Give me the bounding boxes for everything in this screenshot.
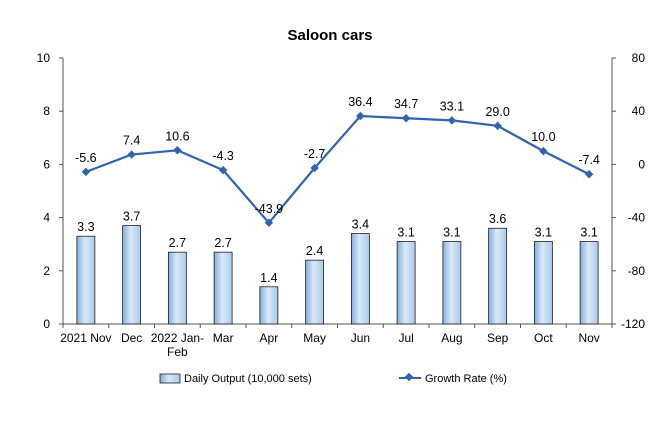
bar-data-label: 3.1 bbox=[397, 226, 414, 240]
line-point-marker bbox=[493, 121, 502, 131]
line-data-labels: -5.6 7.4 10.6 -4.3 -43.9 -2.7 36.4 34.7 33.1 29.0… bbox=[75, 95, 600, 216]
y-right-tick-label: 80 bbox=[632, 51, 646, 65]
x-tick-labels: 2021 Nov Dec 2022 Jan-Feb Mar Apr May Jun Jul Au… bbox=[60, 331, 600, 359]
bar-data-label: 3.1 bbox=[535, 226, 552, 240]
x-tick-label: Nov bbox=[578, 331, 599, 345]
y-left-tick-label: 0 bbox=[43, 317, 50, 331]
bar bbox=[442, 241, 462, 325]
bar-data-labels: 3.3 3.7 2.7 2.7 1.4 2.4 3.4 3.1 3.1 3.6 3.1 3.1 bbox=[77, 210, 598, 285]
y-right-tick-label: -80 bbox=[628, 264, 646, 278]
bar-data-label: 3.6 bbox=[489, 212, 506, 226]
y-left-tick-label: 4 bbox=[43, 211, 50, 225]
line-point-marker bbox=[356, 111, 365, 121]
line-data-label: -5.6 bbox=[75, 151, 97, 165]
x-tick-label: Jul bbox=[398, 331, 413, 345]
y-right-tick-label: 40 bbox=[632, 104, 646, 118]
bar bbox=[259, 286, 279, 325]
bar-data-label: 3.3 bbox=[77, 220, 94, 234]
bar bbox=[305, 259, 325, 325]
y-left-tick-label: 8 bbox=[43, 104, 50, 118]
line-data-label: -43.9 bbox=[255, 202, 284, 216]
line-point-marker bbox=[127, 150, 136, 159]
bar bbox=[167, 251, 187, 325]
line-data-label: 29.0 bbox=[485, 105, 509, 119]
y-right-tick-label: -40 bbox=[628, 211, 646, 225]
bar-data-label: 3.1 bbox=[580, 226, 597, 240]
bar bbox=[122, 225, 142, 325]
line-data-label: 10.0 bbox=[531, 130, 555, 144]
line-point-marker bbox=[310, 163, 319, 173]
legend-bar-swatch bbox=[159, 373, 181, 384]
bar-data-label: 2.4 bbox=[306, 244, 323, 258]
line-point-marker bbox=[218, 165, 228, 175]
line-data-label: 10.6 bbox=[165, 129, 189, 143]
x-tick-label: 2022 Jan- bbox=[151, 331, 204, 345]
line-data-label: -2.7 bbox=[304, 147, 326, 161]
line-data-label: 36.4 bbox=[348, 95, 372, 109]
x-tick-label: May bbox=[303, 331, 326, 345]
x-tick-label: Sep bbox=[487, 331, 509, 345]
y-left-tick-label: 2 bbox=[43, 264, 50, 278]
bar bbox=[488, 227, 508, 325]
x-tick-label: Oct bbox=[534, 331, 553, 345]
chart-title: Saloon cars bbox=[287, 27, 372, 44]
bar bbox=[533, 241, 553, 325]
bar-data-label: 3.7 bbox=[123, 210, 140, 224]
line-data-label: -7.4 bbox=[578, 153, 600, 167]
bar-data-label: 2.7 bbox=[169, 236, 186, 250]
line-point-marker bbox=[264, 218, 274, 228]
line-data-label: -4.3 bbox=[212, 149, 234, 163]
line-point-marker bbox=[447, 116, 457, 125]
line-point-marker bbox=[401, 114, 411, 123]
line-data-label: 33.1 bbox=[440, 99, 464, 113]
y-left-tick-label: 6 bbox=[43, 157, 50, 171]
legend-line-label: Growth Rate (%) bbox=[425, 373, 507, 385]
legend-bar-label: Daily Output (10,000 sets) bbox=[184, 373, 312, 385]
line-point-marker bbox=[539, 146, 548, 156]
bar bbox=[76, 235, 96, 325]
bar bbox=[213, 251, 233, 325]
bar bbox=[350, 233, 370, 325]
bar bbox=[579, 241, 599, 325]
legend: Daily Output (10,000 sets) Growth Rate (… bbox=[159, 372, 507, 385]
x-tick-label: Apr bbox=[260, 331, 279, 345]
line-data-label: 34.7 bbox=[394, 97, 418, 111]
axes: 0 2 4 6 8 10 -120 -80 -40 0 40 80 bbox=[37, 51, 646, 331]
x-tick-label: Mar bbox=[213, 331, 234, 345]
growth-rate-line bbox=[85, 114, 590, 224]
x-tick-label: Aug bbox=[441, 331, 462, 345]
x-tick-label: 2021 Nov bbox=[60, 331, 111, 345]
bar-data-label: 2.7 bbox=[214, 236, 231, 250]
bar bbox=[396, 241, 416, 325]
legend-line-marker bbox=[404, 372, 414, 382]
line-series bbox=[81, 111, 594, 228]
bar-data-label: 3.4 bbox=[352, 218, 369, 232]
y-right-tick-label: -120 bbox=[621, 317, 645, 331]
line-point-marker bbox=[81, 167, 91, 177]
bar-data-label: 3.1 bbox=[443, 226, 460, 240]
x-tick-label: Jun bbox=[351, 331, 370, 345]
bar-series bbox=[76, 225, 599, 325]
x-tick-label: Feb bbox=[167, 345, 188, 359]
y-left-tick-label: 10 bbox=[37, 51, 51, 65]
x-tick-label: Dec bbox=[121, 331, 142, 345]
line-data-label: 7.4 bbox=[123, 134, 140, 148]
line-point-marker bbox=[584, 169, 594, 179]
bar-data-label: 1.4 bbox=[260, 271, 277, 285]
line-point-marker bbox=[173, 146, 182, 155]
y-right-tick-label: 0 bbox=[638, 157, 645, 171]
